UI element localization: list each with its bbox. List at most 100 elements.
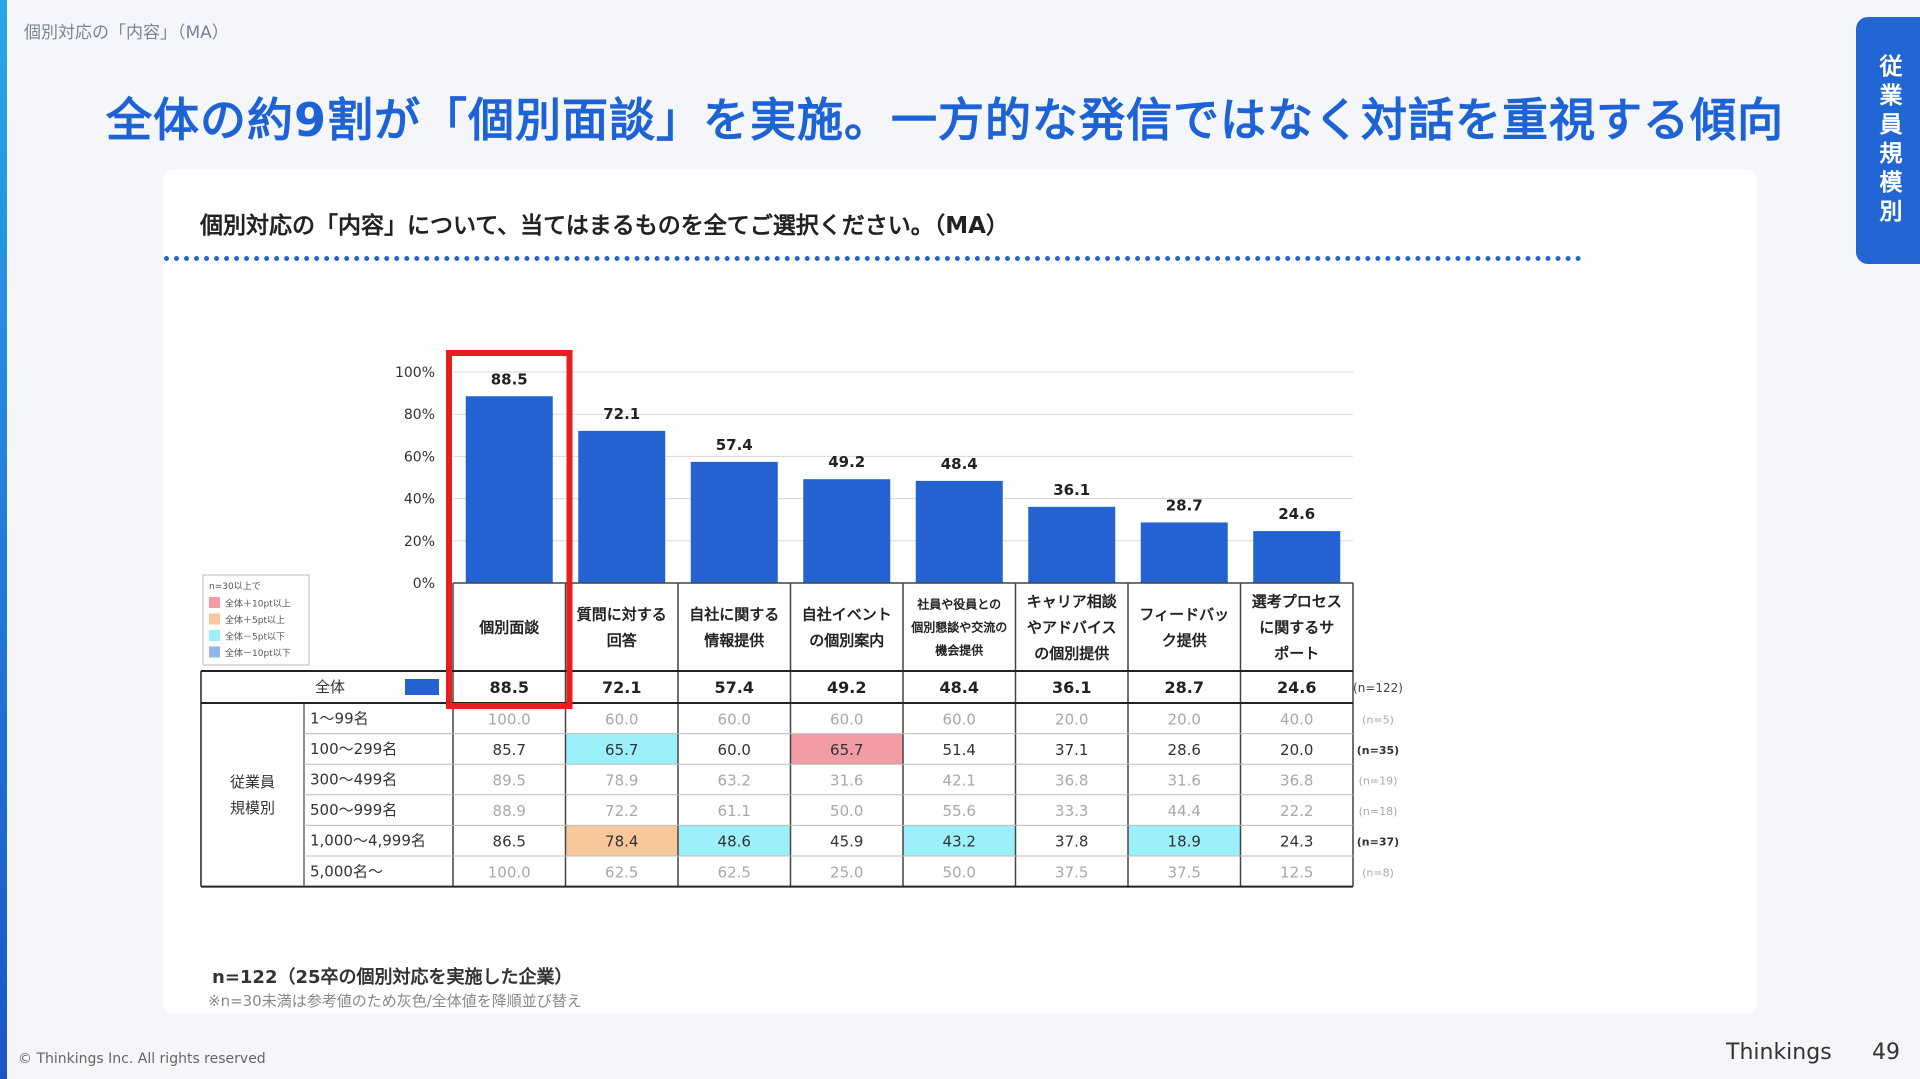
- table-cell: 37.8: [1055, 833, 1088, 851]
- brand-name: Thinkings: [1726, 1040, 1832, 1065]
- total-cell: 49.2: [827, 678, 866, 697]
- table-cell: 44.4: [1168, 802, 1201, 820]
- category-label: 機会提供: [935, 643, 983, 658]
- row-label: 1,000〜4,999名: [310, 832, 426, 850]
- legend-label: 全体＋5pt以上: [225, 614, 285, 626]
- row-n-label: (n=18): [1359, 805, 1398, 818]
- y-tick-label: 20%: [404, 534, 435, 550]
- bar: [690, 461, 778, 583]
- bar-value-label: 28.7: [1166, 496, 1203, 514]
- table-cell: 65.7: [830, 741, 863, 759]
- row-n-label: (n=5): [1362, 713, 1394, 726]
- question-text: 個別対応の「内容」について、当てはまるものを全てご選択ください。（MA）: [200, 213, 1009, 239]
- legend-swatch: [209, 597, 220, 608]
- table-cell: 60.0: [718, 710, 751, 728]
- table-cell: 78.9: [605, 772, 638, 790]
- table-cell: 72.2: [605, 802, 638, 820]
- table-cell: 89.5: [493, 772, 526, 790]
- row-n-label: (n=35): [1357, 744, 1399, 757]
- table-cell: 28.6: [1168, 741, 1201, 759]
- bar-value-label: 88.5: [491, 370, 528, 388]
- bar-value-label: 49.2: [828, 453, 865, 471]
- bar: [915, 480, 1003, 583]
- dotted-divider: [164, 256, 1582, 261]
- category-label: 個別懇談や交流の: [910, 620, 1007, 635]
- total-cell: 72.1: [602, 678, 641, 697]
- highlight-cell: [1128, 825, 1241, 856]
- row-label: 300〜499名: [310, 771, 397, 789]
- table-cell: 88.9: [493, 802, 526, 820]
- group-label: 規模別: [230, 799, 275, 817]
- side-tab-employee-size[interactable]: 従業員規模別: [1856, 17, 1920, 264]
- bar: [578, 430, 666, 583]
- table-cell: 50.0: [943, 863, 976, 881]
- table-cell: 85.7: [493, 741, 526, 759]
- table-cell: 37.5: [1168, 863, 1201, 881]
- y-tick-label: 80%: [404, 407, 435, 423]
- legend-swatch: [209, 613, 220, 625]
- highlight-cell: [790, 733, 903, 765]
- table-cell: 22.2: [1280, 802, 1313, 820]
- legend-box: [202, 574, 310, 666]
- table-cell: 43.2: [943, 833, 976, 851]
- category-label: キャリア相談: [1027, 593, 1118, 611]
- category-label: の個別提供: [1034, 645, 1109, 663]
- category-label: やアドバイス: [1027, 619, 1117, 637]
- row-label: 100〜299名: [310, 740, 397, 758]
- total-cell: 57.4: [715, 678, 754, 697]
- table-cell: 18.9: [1168, 833, 1201, 851]
- table-cell: 63.2: [718, 772, 751, 790]
- highlight-cell: [903, 825, 1016, 856]
- legend-swatch: [209, 646, 220, 658]
- table-cell: 36.8: [1280, 772, 1313, 790]
- table-cell: 36.8: [1055, 772, 1088, 790]
- bar: [1028, 506, 1116, 583]
- side-tab-label: 従業員規模別: [1875, 53, 1901, 228]
- category-label: ク提供: [1162, 632, 1207, 650]
- row-label: 5,000名〜: [310, 862, 383, 880]
- content-card: [163, 169, 1757, 1014]
- bar-value-label: 57.4: [716, 436, 753, 454]
- bar: [465, 396, 553, 583]
- legend-title: n=30以上で: [209, 581, 261, 592]
- y-tick-label: 60%: [404, 449, 435, 465]
- table-cell: 20.0: [1168, 710, 1201, 728]
- table-cell: 78.4: [605, 833, 638, 851]
- row-n-label: (n=8): [1362, 866, 1394, 879]
- table-cell: 60.0: [943, 710, 976, 728]
- footnote: ※n=30未満は参考値のため灰色/全体値を降順並び替え: [208, 992, 582, 1010]
- table-cell: 100.0: [488, 863, 531, 881]
- total-cell: 28.7: [1165, 678, 1204, 697]
- highlight-frame: [446, 350, 573, 709]
- table-cell: 48.6: [718, 833, 751, 851]
- total-row-swatch: [405, 679, 439, 695]
- y-tick-label: 0%: [413, 576, 435, 592]
- page-number: 49: [1872, 1040, 1900, 1065]
- category-label: 回答: [607, 632, 638, 650]
- bar-value-label: 72.1: [603, 405, 640, 423]
- breadcrumb: 個別対応の「内容」（MA）: [24, 23, 229, 43]
- category-label: 情報提供: [704, 632, 764, 650]
- highlight-cell: [565, 825, 678, 856]
- category-label: の個別案内: [809, 632, 884, 650]
- total-row-label: 全体: [315, 678, 345, 696]
- group-label: 従業員: [230, 773, 275, 791]
- table-cell: 37.5: [1055, 863, 1088, 881]
- table-cell: 51.4: [943, 741, 976, 759]
- row-n-label: (n=37): [1357, 836, 1399, 849]
- table-cell: 12.5: [1280, 863, 1313, 881]
- table-cell: 100.0: [488, 710, 531, 728]
- table-cell: 40.0: [1280, 710, 1313, 728]
- table-cell: 60.0: [605, 710, 638, 728]
- category-label: 選考プロセス: [1252, 593, 1342, 611]
- table-cell: 33.3: [1055, 802, 1088, 820]
- accent-bar: [0, 0, 7, 1079]
- table-cell: 62.5: [718, 863, 751, 881]
- bar: [1253, 531, 1341, 583]
- category-label: 自社に関する: [689, 606, 779, 624]
- table-cell: 37.1: [1055, 741, 1088, 759]
- highlight-cell: [565, 733, 678, 765]
- table-cell: 20.0: [1280, 741, 1313, 759]
- category-label: 社員や役員との: [916, 597, 1001, 612]
